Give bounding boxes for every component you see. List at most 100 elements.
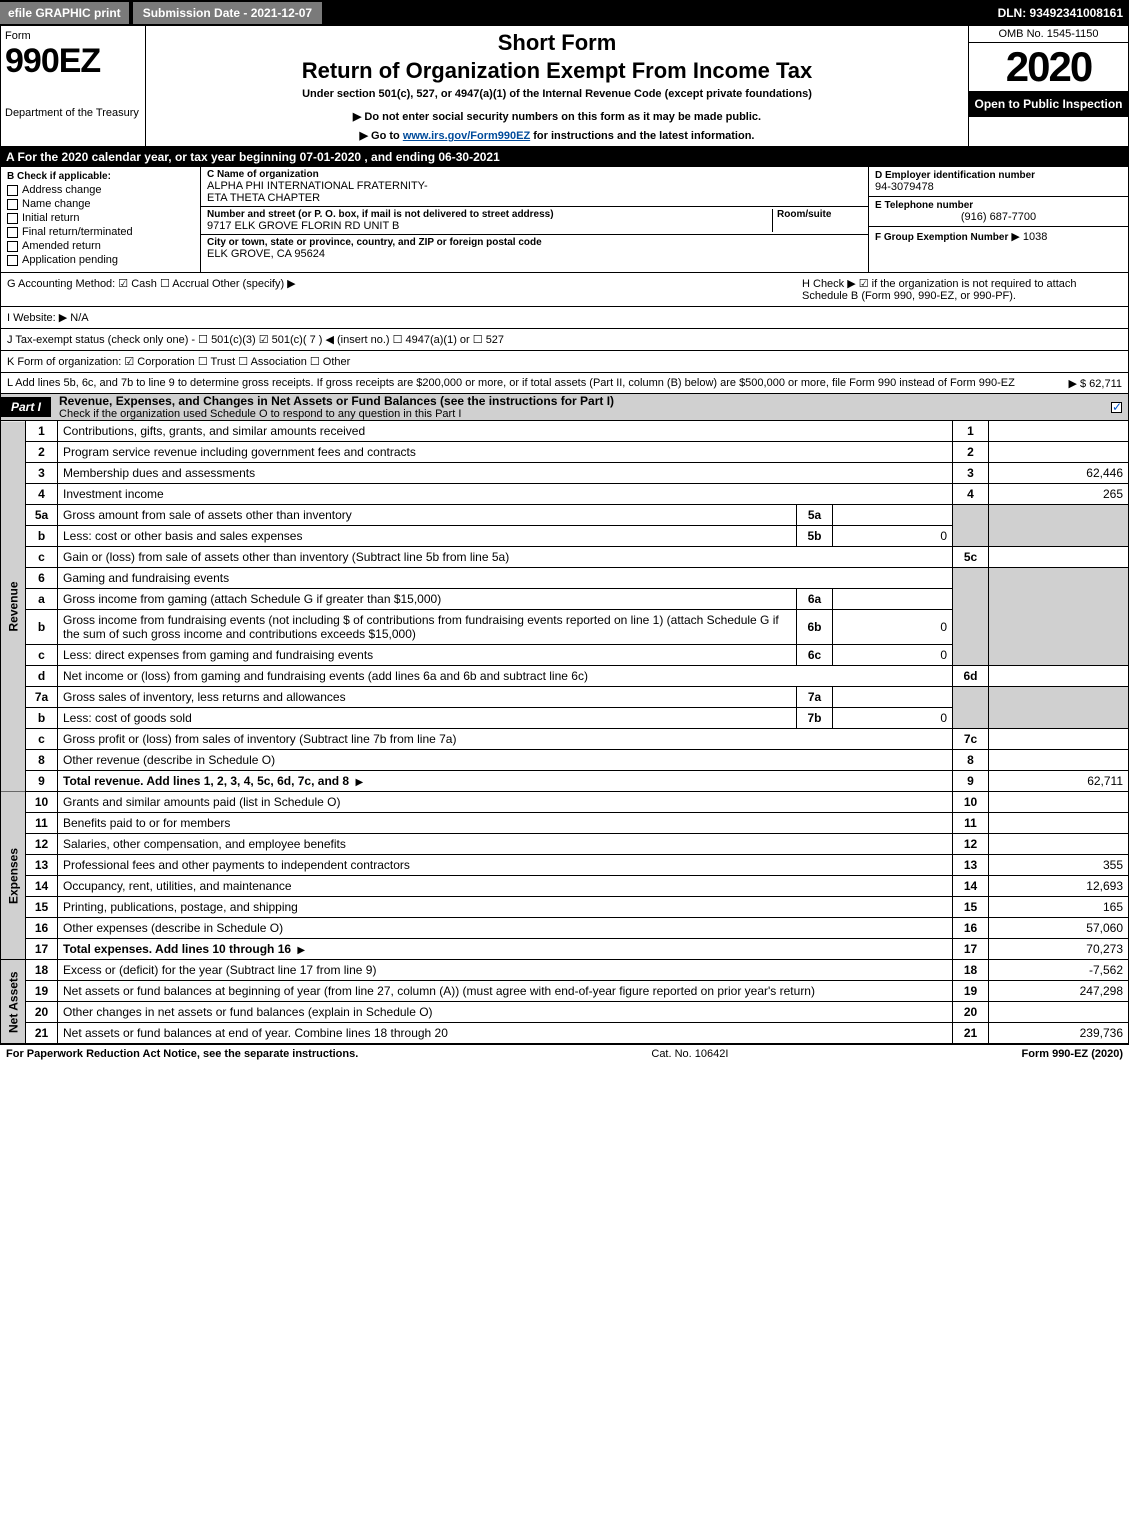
line-mid: 7b <box>797 708 833 729</box>
box-g: G Accounting Method: ☑ Cash ☐ Accrual Ot… <box>7 277 802 302</box>
line-desc: Professional fees and other payments to … <box>58 855 953 876</box>
line-val: 239,736 <box>989 1023 1129 1044</box>
chk-label: Application pending <box>22 254 118 266</box>
top-bar: efile GRAPHIC print Submission Date - 20… <box>0 0 1129 26</box>
line-val <box>989 442 1129 463</box>
line-desc-bold: Total expenses. Add lines 10 through 16 <box>63 942 291 956</box>
sub3-pre: ▶ Go to <box>360 130 403 142</box>
line-num: c <box>26 547 58 568</box>
ein-label: D Employer identification number <box>875 170 1122 181</box>
line-val: 70,273 <box>989 939 1129 960</box>
ein-value: 94-3079478 <box>875 181 1122 193</box>
line-val: 265 <box>989 484 1129 505</box>
chk-application-pending[interactable]: Application pending <box>7 254 194 266</box>
line-num: 16 <box>26 918 58 939</box>
efile-print-button[interactable]: efile GRAPHIC print <box>0 2 129 24</box>
line-num: c <box>26 645 58 666</box>
line-val <box>989 1002 1129 1023</box>
line-desc: Gaming and fundraising events <box>58 568 953 589</box>
line-val <box>989 421 1129 442</box>
room-label: Room/suite <box>777 209 862 220</box>
line-desc: Other changes in net assets or fund bala… <box>58 1002 953 1023</box>
line-desc: Net income or (loss) from gaming and fun… <box>58 666 953 687</box>
chk-label: Final return/terminated <box>22 226 133 238</box>
line-mid: 7a <box>797 687 833 708</box>
chk-label: Initial return <box>22 212 79 224</box>
line-desc: Gross amount from sale of assets other t… <box>58 505 797 526</box>
chk-initial-return[interactable]: Initial return <box>7 212 194 224</box>
line-num: 3 <box>26 463 58 484</box>
short-form-title: Short Form <box>152 30 962 56</box>
box-c: C Name of organization ALPHA PHI INTERNA… <box>201 167 868 272</box>
line-val: 62,711 <box>989 771 1129 792</box>
line-num: 9 <box>26 771 58 792</box>
line-rnum: 3 <box>953 463 989 484</box>
line-num: 12 <box>26 834 58 855</box>
line-desc: Gross sales of inventory, less returns a… <box>58 687 797 708</box>
line-num: 8 <box>26 750 58 771</box>
dln: DLN: 93492341008161 <box>998 6 1129 20</box>
line-desc: Membership dues and assessments <box>58 463 953 484</box>
line-num: 15 <box>26 897 58 918</box>
line-desc: Gross profit or (loss) from sales of inv… <box>58 729 953 750</box>
line-num: b <box>26 610 58 645</box>
line-desc: Total revenue. Add lines 1, 2, 3, 4, 5c,… <box>58 771 953 792</box>
line-mid: 5b <box>797 526 833 547</box>
box-k: K Form of organization: ☑ Corporation ☐ … <box>0 351 1129 373</box>
group-exemption-value: ▶ 1038 <box>1011 231 1047 243</box>
org-name-2: ETA THETA CHAPTER <box>207 192 862 204</box>
line-val: 57,060 <box>989 918 1129 939</box>
line-num: 21 <box>26 1023 58 1044</box>
line-desc: Program service revenue including govern… <box>58 442 953 463</box>
line-num: 7a <box>26 687 58 708</box>
line-rnum: 6d <box>953 666 989 687</box>
footer-mid: Cat. No. 10642I <box>651 1048 728 1060</box>
line-rnum: 4 <box>953 484 989 505</box>
line-desc: Gain or (loss) from sale of assets other… <box>58 547 953 568</box>
box-b-title: B Check if applicable: <box>7 171 194 182</box>
group-exemption-label: F Group Exemption Number <box>875 232 1008 243</box>
line-rnum: 20 <box>953 1002 989 1023</box>
box-l: L Add lines 5b, 6c, and 7b to line 9 to … <box>0 373 1129 394</box>
header-left: Form 990EZ Department of the Treasury <box>1 26 146 146</box>
line-desc: Printing, publications, postage, and shi… <box>58 897 953 918</box>
box-b: B Check if applicable: Address change Na… <box>1 167 201 272</box>
chk-name-change[interactable]: Name change <box>7 198 194 210</box>
chk-amended-return[interactable]: Amended return <box>7 240 194 252</box>
form-word: Form <box>5 30 141 42</box>
schedule-o-checkbox[interactable] <box>1111 402 1122 413</box>
line-num: 5a <box>26 505 58 526</box>
line-mid-val <box>833 687 953 708</box>
chk-label: Amended return <box>22 240 101 252</box>
header-subtitle-2: ▶ Do not enter social security numbers o… <box>152 110 962 123</box>
arrow-icon <box>294 942 308 956</box>
line-val: 165 <box>989 897 1129 918</box>
line-mid: 6c <box>797 645 833 666</box>
line-num: 17 <box>26 939 58 960</box>
line-rnum: 10 <box>953 792 989 813</box>
line-desc: Occupancy, rent, utilities, and maintena… <box>58 876 953 897</box>
chk-final-return[interactable]: Final return/terminated <box>7 226 194 238</box>
line-rnum: 18 <box>953 960 989 981</box>
line-rnum: 1 <box>953 421 989 442</box>
box-l-text: L Add lines 5b, 6c, and 7b to line 9 to … <box>7 377 1015 389</box>
line-rnum: 8 <box>953 750 989 771</box>
line-num: 18 <box>26 960 58 981</box>
footer-right: Form 990-EZ (2020) <box>1022 1048 1123 1060</box>
irs-link[interactable]: www.irs.gov/Form990EZ <box>403 130 530 142</box>
netassets-side-label: Net Assets <box>1 960 26 1044</box>
grey-cell <box>953 687 989 729</box>
header-subtitle-1: Under section 501(c), 527, or 4947(a)(1)… <box>152 88 962 100</box>
line-val: 355 <box>989 855 1129 876</box>
chk-address-change[interactable]: Address change <box>7 184 194 196</box>
grey-cell <box>989 687 1129 729</box>
line-rnum: 7c <box>953 729 989 750</box>
line-num: 10 <box>26 792 58 813</box>
line-desc: Other expenses (describe in Schedule O) <box>58 918 953 939</box>
line-desc: Net assets or fund balances at end of ye… <box>58 1023 953 1044</box>
header-center: Short Form Return of Organization Exempt… <box>146 26 968 146</box>
line-num: d <box>26 666 58 687</box>
line-rnum: 17 <box>953 939 989 960</box>
line-num: 4 <box>26 484 58 505</box>
line-rnum: 15 <box>953 897 989 918</box>
